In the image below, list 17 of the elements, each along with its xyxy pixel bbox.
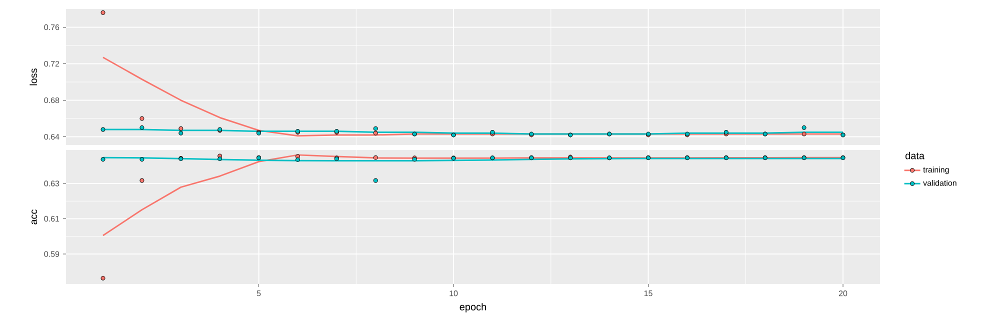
y-tick-label: 0.59 [44,251,60,257]
legend-title: data [905,152,925,160]
y-tick-label: 0.76 [44,24,60,30]
legend-label: validation [923,180,956,186]
x-tick-label: 20 [838,290,848,296]
y-tick-label: 0.72 [44,60,60,67]
x-tick-label: 5 [256,290,261,296]
x-tick-label: 10 [450,290,458,296]
y-tick-label: 0.61 [44,216,60,222]
y-tick-label: 0.63 [44,180,60,186]
y-axis-title: acc [32,209,38,224]
legend-label: training [923,166,949,174]
x-tick-label: 15 [644,290,652,296]
y-axis-title: loss [30,68,38,86]
x-axis-title: epoch [460,303,486,312]
y-tick-label: 0.64 [44,134,60,140]
y-tick-label: 0.68 [44,97,60,104]
